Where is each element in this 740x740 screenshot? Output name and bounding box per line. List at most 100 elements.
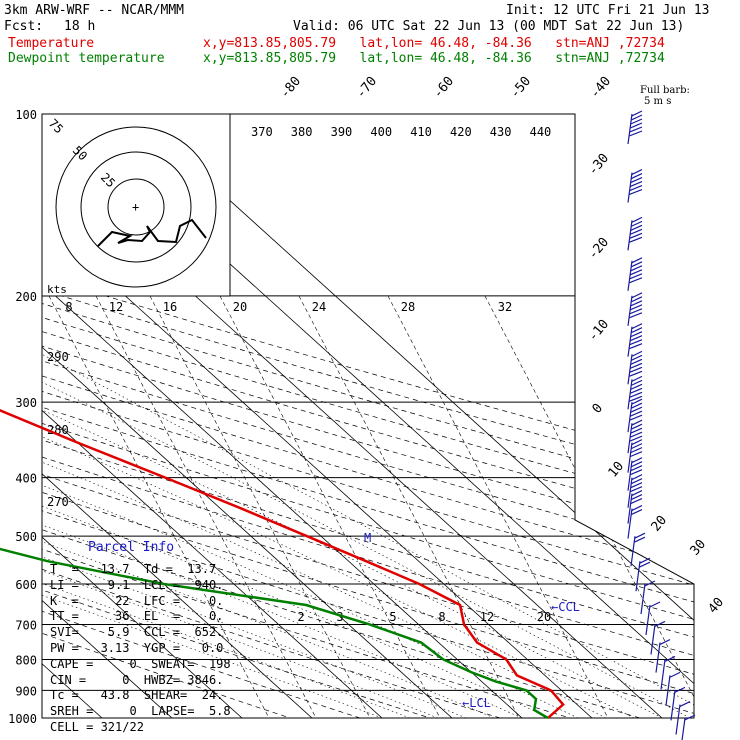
wind-barb [627,375,643,410]
mixing-ratio-label: 20 [233,300,247,314]
parcel-row: CAPE = 0 SWEAT= 198 [50,656,231,671]
isotherm [42,114,453,718]
legend-temperature: Temperature [8,36,95,51]
isotherm [42,114,313,718]
dry-adiabat [42,114,694,718]
hodograph-origin: + [132,200,139,214]
hodograph-box [41,113,231,297]
dry-adiabat [42,114,694,718]
theta-label: 370 [251,125,273,139]
dry-adiabat [42,114,694,718]
parcel-row: SVI= 5.9 CCL = 652. [50,625,224,640]
dry-adiabat [42,114,431,718]
mixing-ratio-label: 24 [312,300,326,314]
mixing-ratio-label: 2 [297,610,304,624]
isotherm-label: -10 [586,317,613,345]
wind-barb [665,671,681,706]
isotherm-label: 40 [706,595,728,617]
mixing-ratio-line [149,295,371,718]
wind-barb [660,655,676,690]
location-temperature: x,y=813.85,805.79 lat,lon= 46.48, -84.36… [203,36,665,51]
isotherm-label: 0 [590,401,607,417]
mixing-ratio-label: 5 [389,610,396,624]
mixing-ratio-label: 3 [336,610,343,624]
mixing-ratio-line [219,295,441,718]
pressure-tick-label: 700 [15,618,37,632]
model-title: 3km ARW-WRF -- NCAR/MMM [4,3,185,18]
isotherm [42,114,243,718]
valid-time: Valid: 06 UTC Sat 22 Jun 13 (00 MDT Sat … [293,19,685,34]
isotherm-label: -50 [508,74,535,102]
isotherm [42,114,523,718]
hodograph-units: kts [47,283,67,296]
wind-barb [650,620,666,655]
mixing-ratio-line [484,295,694,718]
parcel-info-title: Parcel Info [88,540,175,555]
wind-barb [675,701,691,735]
wind-barb [681,714,696,740]
parcel-row: CIN = 0 HWBZ= 3846. [50,672,224,687]
ccl-label: ←CCL [551,600,580,614]
wind-barb [627,439,643,473]
theta-label: 440 [530,125,552,139]
barb-key-value: 5 m s [644,96,672,107]
dewpoint-line [0,547,549,720]
hodograph-ring [55,126,217,288]
wind-barb [640,580,656,615]
isotherm-label: 20 [649,513,671,535]
wind-barb [627,216,643,251]
mixing-ratio-line [95,295,317,718]
mixing-ratio-line [298,295,520,718]
isotherm [133,114,694,718]
isotherm [42,114,383,718]
hodograph-ring [107,178,165,236]
hodograph-trace [97,218,207,247]
wind-barb [627,257,643,291]
parcel-row: PW = 3.13 YGP = 0.0 [50,641,224,655]
mixing-ratio-label: 32 [498,300,512,314]
theta-label: 430 [490,125,512,139]
parcel-row: Tc = 43.8 SHEAR= 24. [50,688,224,703]
wind-barbs [627,110,696,740]
mixing-ratio-label: 12 [109,300,123,314]
hodograph-ring [80,151,192,263]
pressure-tick-label: 300 [15,396,37,410]
parcel-row: K = 22 LFC = 0. [50,593,224,608]
dry-adiabat [42,114,291,718]
mixing-ratio-label: 20 [537,610,551,624]
parcel-row: SREH = 0 LAPSE= 5.8 [50,704,231,719]
isotherm-label: -80 [278,74,305,102]
pressure-tick-label: 600 [15,578,37,592]
mixing-ratio-label: 8 [65,300,72,314]
wind-barb [627,168,643,203]
dry-adiabat [42,114,694,718]
theta-e-label: 290 [47,350,69,364]
isotherm-label: 10 [606,459,628,481]
wind-barb [670,686,686,721]
pressure-tick-label: 400 [15,472,37,486]
temperature-line [0,409,565,719]
mid-marker: M [364,531,372,545]
pressure-tick-label: 1000 [8,712,37,726]
isotherm-label: -30 [586,151,613,179]
dry-adiabat [42,114,694,718]
wind-barb [627,110,643,145]
pressure-tick-label: 200 [15,290,37,304]
wind-barb [635,557,651,592]
parcel-row: CELL = 321/22 [50,720,144,734]
theta-label: 400 [370,125,392,139]
mixing-ratio-label: 8 [438,610,445,624]
mixing-ratio-label: 16 [163,300,177,314]
pressure-tick-label: 800 [15,653,37,667]
pressure-tick-label: 900 [15,684,37,698]
dry-adiabat [42,114,694,718]
init-time: Init: 12 UTC Fri 21 Jun 13 [506,3,710,18]
plot-frame [41,113,695,719]
wind-barb [655,638,671,673]
wind-barb [627,419,643,454]
parcel-row: LI = 9.1 LCL = 940. [50,577,224,592]
isotherm [42,114,173,718]
wind-barb [645,601,661,636]
